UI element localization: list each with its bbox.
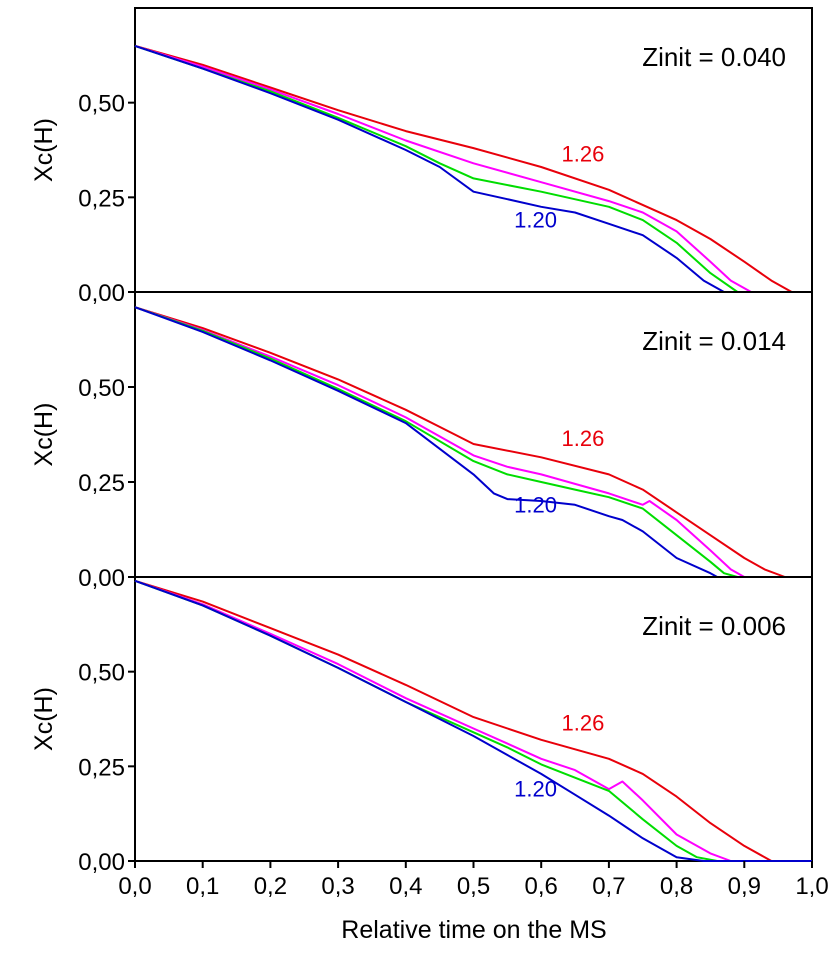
x-tick-label: 1,0 (795, 873, 828, 900)
series-line (134, 44, 812, 293)
series-line (134, 44, 812, 293)
curve-label: 1.26 (562, 710, 605, 735)
series-line (134, 579, 812, 862)
series-line (134, 579, 812, 862)
panel-2: 0,00 0,25 0,50 Xc(H) Zinit = 0.014 1.26 1.20 (30, 291, 813, 592)
y-tick-label: 0,25 (78, 754, 125, 781)
x-axis-title: Relative time on the MS (341, 916, 606, 944)
x-tick-label: 0,2 (254, 873, 287, 900)
y-axis-title: Xc(H) (30, 403, 58, 467)
x-tick-label: 0,4 (389, 873, 422, 900)
curve-label: 1.26 (562, 141, 605, 166)
y-tick-label: 0,50 (78, 91, 125, 118)
x-tick-label: 0,8 (660, 873, 693, 900)
x-tick-label: 0,1 (186, 873, 219, 900)
y-tick-label: 0,25 (78, 470, 125, 497)
y-tick-label: 0,50 (78, 660, 125, 687)
y-tick-label: 0,25 (78, 185, 125, 212)
x-axis: 0,0 0,1 0,2 0,3 0,4 0,5 0,6 0,7 0,8 0,9 1,0 (118, 861, 829, 900)
x-tick-label: 0,3 (321, 873, 354, 900)
y-tick-label: 0,00 (78, 280, 125, 307)
x-tick-label: 0,9 (728, 873, 761, 900)
x-tick-label: 0,5 (457, 873, 490, 900)
curve-label: 1.20 (514, 208, 557, 233)
panel-title: Zinit = 0.040 (642, 42, 786, 72)
x-tick-label: 0,6 (525, 873, 558, 900)
series-line (134, 306, 812, 578)
panel-3: 0,00 0,25 0,50 Xc(H) Zinit = 0.006 1.26 1.20 (30, 576, 813, 876)
x-tick-label: 0,7 (592, 873, 625, 900)
y-tick-label: 0,50 (78, 375, 125, 402)
y-tick-label: 0,00 (78, 565, 125, 592)
panel-title: Zinit = 0.006 (642, 611, 786, 641)
panel-title: Zinit = 0.014 (642, 326, 786, 356)
y-axis-title: Xc(H) (30, 118, 58, 182)
series-line (134, 44, 812, 293)
series-line (134, 579, 812, 862)
x-tick-label: 0,0 (118, 873, 151, 900)
series-line (134, 306, 812, 578)
curve-label: 1.20 (514, 492, 557, 517)
panel-1: 0,00 0,25 0,50 Xc(H) Zinit = 0.040 1.26 1.20 (30, 7, 813, 307)
series-line (134, 306, 812, 578)
curve-label: 1.20 (514, 777, 557, 802)
y-tick-label: 0,00 (78, 849, 125, 876)
y-axis-title: Xc(H) (30, 687, 58, 751)
series-line (134, 306, 812, 578)
series-line (134, 44, 812, 293)
curve-label: 1.26 (562, 426, 605, 451)
